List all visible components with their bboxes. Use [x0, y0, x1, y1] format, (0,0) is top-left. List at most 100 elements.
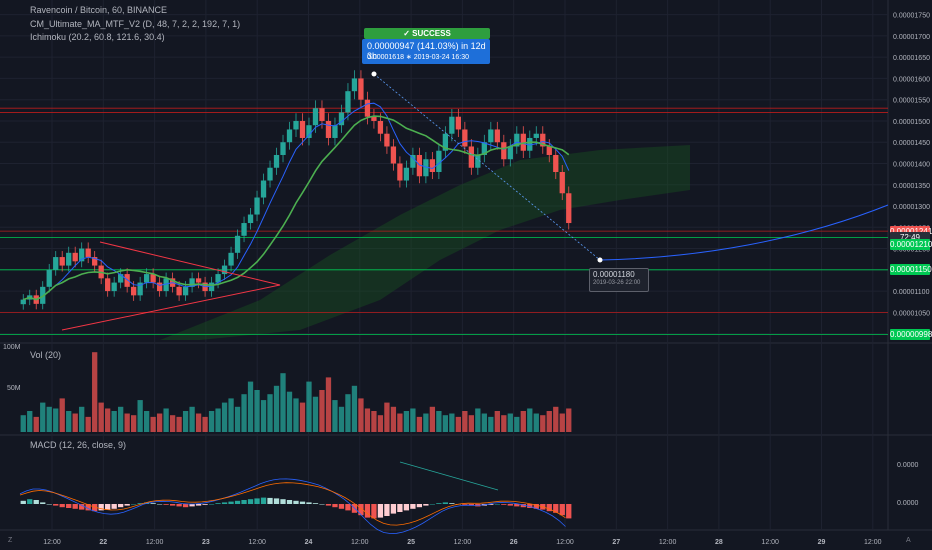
candle-body: [143, 274, 150, 283]
candle-body: [553, 154, 559, 172]
macd-histogram-bar: [312, 503, 319, 504]
candle-body: [325, 120, 332, 138]
candle-body: [488, 129, 494, 143]
price-tag: 0.00001150: [890, 264, 932, 276]
macd-histogram-bar: [176, 504, 182, 507]
volume-bar: [520, 411, 526, 432]
volume-bar: [481, 413, 487, 432]
volume-bar: [468, 415, 474, 432]
volume-bar: [338, 406, 345, 432]
projection-tooltip[interactable]: 0.00001180 2019-03-26 22:00: [589, 268, 649, 292]
candle-body: [20, 299, 26, 305]
candle-body: [280, 142, 286, 155]
macd-histogram-bar: [66, 504, 72, 508]
price-tag: 0.00001210: [890, 238, 932, 250]
volume-bar: [118, 406, 124, 432]
volume-bar: [345, 394, 351, 432]
price-range-measure-box[interactable]: 0.00000947 (141.03%) in 12d 3h 0.0000161…: [362, 39, 490, 64]
macd-histogram-bar: [267, 497, 273, 504]
volume-bar: [163, 408, 169, 432]
volume-bar: [46, 406, 52, 432]
volume-pane-title[interactable]: Vol (20): [30, 350, 62, 360]
macd-histogram-bar: [221, 502, 228, 504]
macd-histogram-bar: [208, 504, 215, 505]
volume-bar: [410, 408, 416, 432]
candle-body: [481, 142, 487, 155]
volume-bar: [208, 411, 215, 432]
candle-body: [46, 269, 52, 287]
candle-body: [53, 257, 59, 270]
candle-body: [559, 172, 565, 194]
volume-bar: [436, 411, 442, 432]
macd-histogram-bar: [566, 504, 572, 519]
macd-histogram-bar: [195, 504, 202, 506]
macd-histogram-bar: [137, 503, 143, 504]
macd-histogram-bar: [397, 504, 403, 512]
macd-line: [19, 478, 566, 534]
volume-bar: [143, 411, 150, 432]
candle-body: [72, 252, 78, 262]
macd-histogram-bar: [280, 499, 286, 504]
price-tag: 0.00000998: [890, 328, 932, 340]
symbol-legend[interactable]: Ravencoin / Bitcoin, 60, BINANCE: [30, 5, 168, 15]
candle-body: [124, 274, 130, 287]
candle-body: [234, 235, 241, 253]
y-tick-label: 0.00001350: [893, 183, 930, 190]
candle-body: [494, 129, 500, 143]
success-badge: ✓ SUCCESS: [364, 28, 490, 39]
volume-bar: [540, 415, 546, 432]
y-tick-label: 0.00001500: [893, 119, 930, 126]
candle-body: [566, 193, 572, 224]
candle-body: [501, 142, 507, 160]
ma-indicator-legend[interactable]: CM_Ultimate_MA_MTF_V2 (D, 48, 7, 2, 2, 1…: [30, 19, 241, 29]
volume-bar: [501, 415, 507, 432]
macd-histogram-bar: [33, 500, 39, 504]
ichimoku-indicator-legend[interactable]: Ichimoku (20.2, 60.8, 121.6, 30.4): [30, 32, 165, 42]
price-tag: 72:49: [890, 231, 930, 243]
candle-body: [429, 159, 436, 172]
candle-body: [105, 278, 111, 292]
candle-body: [79, 248, 85, 262]
candle-body: [215, 274, 221, 283]
macd-histogram-bar: [527, 504, 533, 508]
y-tick-label: 0.00001700: [893, 34, 930, 41]
macd-histogram-bar: [182, 504, 189, 508]
volume-bar: [59, 398, 65, 432]
macd-histogram-bar: [553, 504, 559, 513]
y-tick-label: 0.00001100: [893, 289, 930, 296]
macd-histogram-bar: [234, 500, 241, 504]
x-tick-label: 12:00: [351, 539, 369, 546]
candle-body: [449, 116, 455, 134]
macd-histogram-bar: [105, 504, 111, 510]
y-tick-label: 0.00001600: [893, 76, 930, 83]
macd-histogram-bar: [92, 504, 98, 512]
auto-scale-icon[interactable]: A: [906, 537, 911, 544]
ichimoku-cloud: [160, 145, 690, 340]
volume-bar: [475, 408, 481, 432]
x-tick-label: 28: [715, 539, 723, 546]
candle-body: [468, 146, 474, 168]
macd-histogram-bar: [273, 498, 280, 504]
volume-bar: [234, 406, 241, 432]
macd-histogram-bar: [215, 503, 221, 504]
macd-histogram-bar: [59, 504, 65, 508]
candle-body: [390, 146, 397, 164]
volume-bar: [137, 400, 143, 432]
volume-bar: [533, 413, 539, 432]
zoom-icon[interactable]: Z: [8, 537, 13, 544]
macd-pane-title[interactable]: MACD (12, 26, close, 9): [30, 440, 127, 450]
macd-histogram-bar: [449, 503, 455, 504]
volume-bar: [176, 416, 182, 432]
y-tick-label: 0.00001050: [893, 310, 930, 317]
volume-bar: [131, 415, 137, 432]
candle-body: [189, 278, 195, 287]
candle-body: [59, 257, 65, 266]
ma-slow-line: [22, 115, 570, 301]
candle-body: [455, 116, 461, 130]
volume-bar: [312, 396, 319, 432]
candle-body: [527, 137, 533, 151]
projection-date: 2019-03-26 22:00: [593, 280, 641, 286]
macd-histogram-bar: [98, 504, 104, 511]
